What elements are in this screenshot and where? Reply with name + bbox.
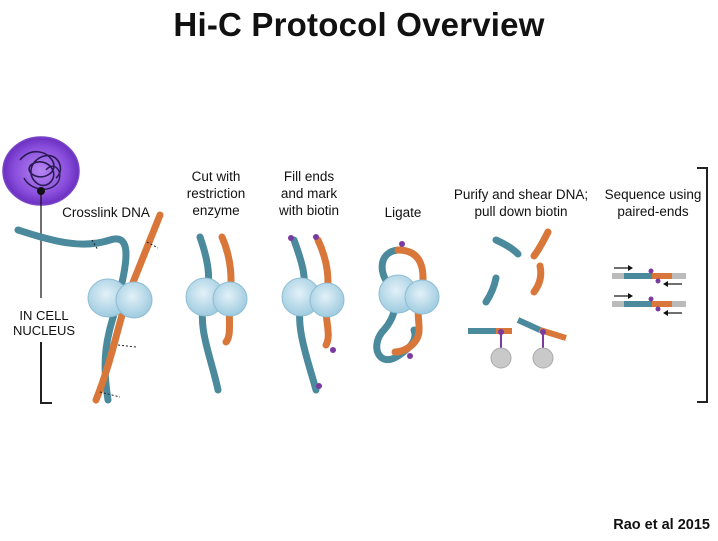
step-purify-graphic — [468, 228, 567, 369]
step-ligate-graphic — [373, 241, 440, 364]
in-cell-nucleus-label: IN CELL NUCLEUS — [12, 308, 76, 338]
step-label-biotin: Fill ends and mark with biotin — [278, 169, 340, 218]
step-biotin-graphic — [281, 234, 345, 394]
read-pair-2 — [612, 293, 686, 316]
right-bracket — [697, 167, 708, 403]
page-title: Hi-C Protocol Overview — [173, 6, 545, 43]
step-cut-graphic — [185, 233, 248, 394]
step-label-ligate: Ligate — [384, 205, 422, 220]
step-label-sequence: Sequence using paired-ends — [604, 187, 702, 219]
citation: Rao et al 2015 — [613, 517, 710, 533]
left-bracket — [40, 342, 52, 404]
step-label-purify: Purify and shear DNA; pull down biotin — [453, 187, 589, 219]
cell-nucleus-icon — [2, 136, 80, 298]
step-sequence-graphic — [612, 265, 686, 316]
step-label-crosslink: Crosslink DNA — [62, 205, 150, 220]
step-label-cut: Cut with restriction enzyme — [186, 169, 246, 218]
step-crosslink-graphic — [14, 211, 164, 404]
read-pair-1 — [612, 265, 686, 287]
